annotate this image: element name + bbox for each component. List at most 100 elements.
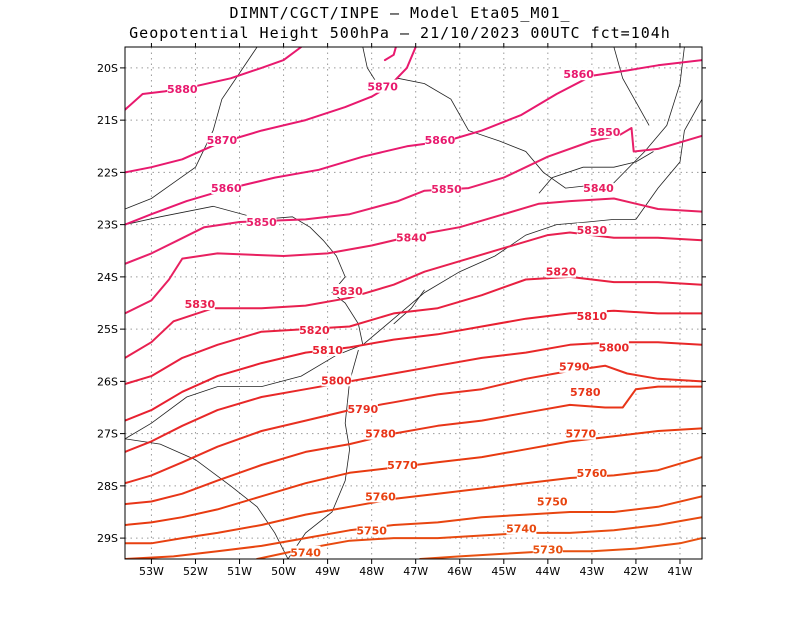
contour-label-bg	[211, 181, 242, 195]
boundary-line	[538, 151, 654, 194]
contour-label-bg	[365, 489, 396, 503]
contour-label-5830: 5830	[332, 285, 363, 298]
x-tick-label: 45W	[491, 565, 516, 578]
contour-label-5770: 5770	[387, 459, 418, 472]
contour-label-bg	[424, 132, 455, 146]
y-tick-label: 26S	[97, 375, 118, 388]
contour-line-5770	[125, 427, 702, 526]
contour-label-bg	[365, 426, 396, 440]
contour-line-5750	[125, 495, 702, 559]
contour-line-5790	[125, 364, 702, 485]
y-tick-label: 27S	[97, 428, 118, 441]
x-tick-label: 52W	[183, 565, 208, 578]
x-tick-label: 48W	[359, 565, 384, 578]
contour-label-5820: 5820	[546, 266, 577, 279]
axis-ticks: 53W 52W 51W 50W 49W 48W 47W 46W 45W 44W 43W 42W 41W 2…	[97, 43, 706, 578]
contour-label-5760: 5760	[365, 490, 396, 503]
contour-label-bg	[546, 264, 577, 278]
contour-label-5840: 5840	[583, 182, 614, 195]
contour-label-bg	[537, 494, 568, 508]
boundary-line	[635, 99, 702, 220]
contour-label-5820: 5820	[299, 324, 330, 337]
contour-label-5760: 5760	[577, 467, 608, 480]
y-tick-label: 28S	[97, 480, 118, 493]
contour-label-bg	[570, 384, 601, 398]
contour-line-5740	[256, 516, 702, 559]
contour-label-bg	[206, 132, 237, 146]
contour-label-5870: 5870	[207, 134, 238, 147]
contour-label-bg	[347, 402, 378, 416]
y-tick-label: 29S	[97, 532, 118, 545]
contour-label-bg	[290, 545, 321, 559]
contour-label-5870: 5870	[367, 81, 398, 94]
contour-label-5850: 5850	[246, 216, 277, 229]
contour-label-bg	[312, 343, 343, 357]
contour-label-bg	[396, 230, 427, 244]
contour-label-5740: 5740	[506, 523, 537, 536]
contour-label-bg	[321, 373, 352, 387]
contour-label-bg	[576, 222, 607, 236]
contour-label-5860: 5860	[563, 68, 594, 81]
x-tick-label: 43W	[579, 565, 604, 578]
contour-label-5730: 5730	[533, 544, 564, 557]
contour-label-5850: 5850	[431, 183, 462, 196]
x-tick-label: 41W	[668, 565, 693, 578]
contour-line-5880	[383, 47, 397, 62]
y-tick-label: 21S	[97, 114, 118, 127]
contour-label-5750: 5750	[537, 496, 568, 509]
x-tick-label: 53W	[139, 565, 164, 578]
x-tick-label: 46W	[447, 565, 472, 578]
y-tick-label: 23S	[97, 219, 118, 232]
contour-label-5810: 5810	[577, 310, 608, 323]
contour-line-5880	[125, 47, 303, 111]
contour-label-5780: 5780	[570, 386, 601, 399]
y-tick-label: 22S	[97, 166, 118, 179]
contour-label-5810: 5810	[312, 344, 343, 357]
contour-label-bg	[367, 79, 398, 93]
contour-label-bg	[184, 297, 215, 311]
contour-label-bg	[576, 465, 607, 479]
boundary-line	[613, 47, 650, 126]
contour-label-5790: 5790	[348, 403, 379, 416]
contour-label-5880: 5880	[167, 83, 198, 96]
contour-label-bg	[576, 309, 607, 323]
contour-label-bg	[431, 182, 462, 196]
contour-label-bg	[565, 426, 596, 440]
contour-label-5830: 5830	[577, 224, 608, 237]
contour-label-bg	[332, 283, 363, 297]
boundary-line	[393, 289, 425, 325]
contour-label-bg	[559, 359, 590, 373]
contour-line-5840	[125, 197, 702, 315]
contour-line-5810	[125, 309, 702, 422]
contour-label-bg	[246, 215, 277, 229]
boundary-line	[287, 349, 359, 559]
x-tick-label: 42W	[623, 565, 648, 578]
contour-label-5800: 5800	[599, 341, 630, 354]
contour-label-5780: 5780	[365, 428, 396, 441]
contour-label-bg	[563, 67, 594, 81]
contour-label-5750: 5750	[356, 524, 387, 537]
contour-label-5860: 5860	[211, 182, 242, 195]
contour-label-bg	[299, 323, 330, 337]
chart-title-line-1: DIMNT/CGCT/INPE — Model Eta05_M01_	[229, 4, 571, 22]
contour-label-bg	[598, 340, 629, 354]
contour-lines	[125, 47, 702, 559]
contour-line-5730	[419, 537, 702, 559]
contour-label-bg	[506, 521, 537, 535]
x-tick-label: 49W	[315, 565, 340, 578]
contour-label-5740: 5740	[290, 547, 321, 560]
contour-label-bg	[590, 125, 621, 139]
contour-label-5830: 5830	[185, 298, 216, 311]
y-tick-label: 20S	[97, 62, 118, 75]
contour-line-5820	[125, 275, 702, 385]
contour-label-5860: 5860	[425, 134, 456, 147]
contour-label-5770: 5770	[566, 428, 597, 441]
contour-label-5850: 5850	[590, 126, 621, 139]
contour-label-5790: 5790	[559, 361, 590, 374]
chart-title-line-2: Geopotential Height 500hPa — 21/10/2023 …	[129, 24, 671, 42]
plot-frame	[124, 46, 703, 560]
contour-line-5830	[125, 231, 702, 359]
x-tick-label: 44W	[535, 565, 560, 578]
x-tick-label: 51W	[227, 565, 252, 578]
